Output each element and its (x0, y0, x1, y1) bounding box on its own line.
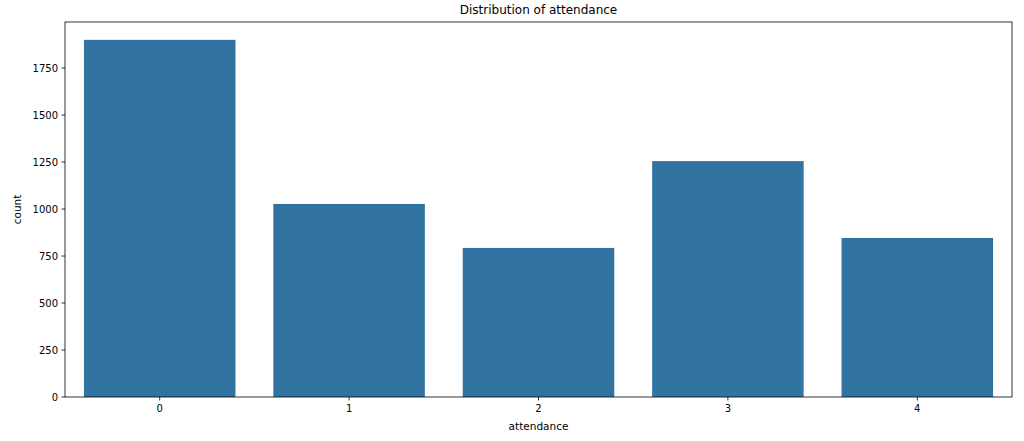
x-tick (159, 397, 160, 401)
bar (84, 40, 236, 397)
y-tick (62, 256, 66, 257)
y-tick (62, 397, 66, 398)
y-tick (62, 350, 66, 351)
bar (842, 238, 994, 397)
x-tick-label: 4 (914, 403, 920, 414)
x-tick-label: 3 (725, 403, 731, 414)
chart-svg: 0 250 500 750 1000 1250 1500 1750 0 1 2 3 4 Distribut… (0, 0, 1024, 441)
y-tick (62, 115, 66, 116)
x-tick (917, 397, 918, 401)
y-tick-label: 750 (39, 251, 58, 262)
y-tick (62, 209, 66, 210)
bar (652, 161, 804, 397)
plot-frame (65, 22, 1012, 397)
x-tick (727, 397, 728, 401)
y-tick-label: 1500 (33, 110, 58, 121)
y-tick (62, 303, 66, 304)
y-tick (62, 162, 66, 163)
x-tick-label: 1 (346, 403, 352, 414)
bars (84, 40, 993, 397)
y-tick-label: 500 (39, 298, 58, 309)
bar (463, 248, 615, 397)
x-tick (538, 397, 539, 401)
x-tick (349, 397, 350, 401)
y-tick-label: 250 (39, 345, 58, 356)
chart-container: 0 250 500 750 1000 1250 1500 1750 0 1 2 3 4 Distribut… (0, 0, 1024, 441)
x-axis-label: attendance (509, 420, 569, 432)
y-tick-label: 0 (52, 392, 58, 403)
bar (273, 204, 425, 397)
chart-title: Distribution of attendance (460, 3, 618, 17)
x-tick-label: 2 (535, 403, 541, 414)
y-tick-label: 1250 (33, 157, 58, 168)
y-axis-label: count (11, 195, 23, 225)
x-tick-label: 0 (157, 403, 163, 414)
y-tick (62, 68, 66, 69)
y-tick-label: 1750 (33, 63, 58, 74)
y-tick-label: 1000 (33, 204, 58, 215)
